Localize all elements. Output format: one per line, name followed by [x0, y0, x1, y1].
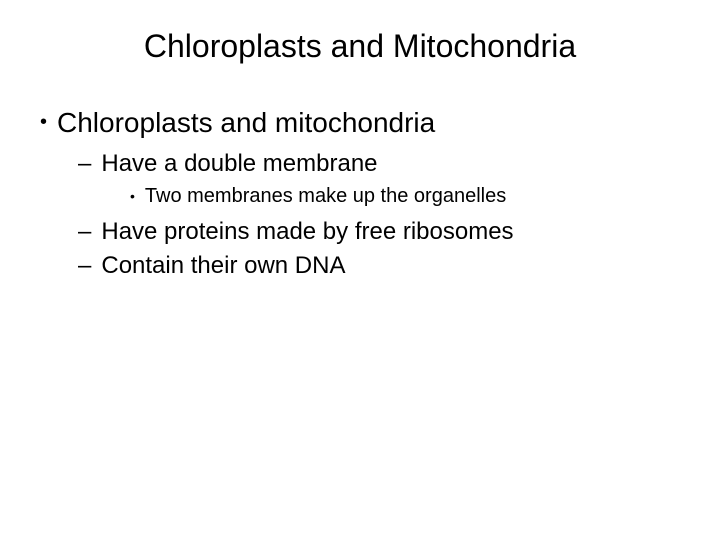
- bullet-text: Have proteins made by free ribosomes: [101, 217, 513, 247]
- bullet-text: Contain their own DNA: [101, 251, 345, 281]
- bullet-text: Chloroplasts and mitochondria: [57, 105, 435, 141]
- dash-mark-icon: –: [78, 149, 91, 179]
- bullet-level-2: – Contain their own DNA: [78, 251, 700, 281]
- dash-mark-icon: –: [78, 251, 91, 281]
- slide-title: Chloroplasts and Mitochondria: [20, 28, 700, 65]
- bullet-text: Two membranes make up the organelles: [145, 183, 506, 209]
- bullet-level-2: – Have a double membrane: [78, 149, 700, 179]
- bullet-level-3: • Two membranes make up the organelles: [130, 183, 700, 209]
- bullet-level-1: • Chloroplasts and mitochondria: [40, 105, 700, 141]
- bullet-mark-icon: •: [40, 105, 47, 139]
- bullet-level-2: – Have proteins made by free ribosomes: [78, 217, 700, 247]
- bullet-text: Have a double membrane: [101, 149, 377, 179]
- dash-mark-icon: –: [78, 217, 91, 247]
- bullet-mark-icon: •: [130, 183, 135, 209]
